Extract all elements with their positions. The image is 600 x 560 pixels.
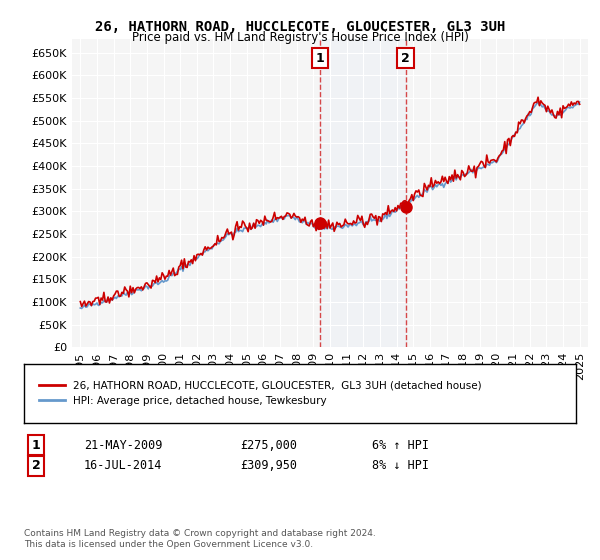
26, HATHORN ROAD, HUCCLECOTE, GLOUCESTER,  GL3 3UH (detached house) [171, 272, 178, 279]
HPI: Average price, detached house, Tewkesbury: (2.02e+03, 4.83e+05): Average price, detached house, Tewkesbur… [517, 125, 524, 132]
Text: 2: 2 [401, 52, 410, 64]
HPI: Average price, detached house, Tewkesbury: (2e+03, 9.46e+04): Average price, detached house, Tewkesbur… [92, 301, 99, 307]
26, HATHORN ROAD, HUCCLECOTE, GLOUCESTER,  GL3 3UH (detached house) [379, 211, 386, 217]
Text: Price paid vs. HM Land Registry's House Price Index (HPI): Price paid vs. HM Land Registry's House … [131, 31, 469, 44]
26, HATHORN ROAD, HUCCLECOTE, GLOUCESTER,  GL3 3UH (detached house) [77, 298, 84, 305]
26, HATHORN ROAD, HUCCLECOTE, GLOUCESTER,  GL3 3UH (detached house) [390, 208, 397, 215]
Text: 8% ↓ HPI: 8% ↓ HPI [372, 459, 429, 473]
Text: £275,000: £275,000 [240, 438, 297, 452]
Bar [320, 39, 406, 347]
HPI: Average price, detached house, Tewkesbury: (2.02e+03, 5.42e+05): Average price, detached house, Tewkesbur… [576, 99, 583, 105]
Text: 21-MAY-2009: 21-MAY-2009 [84, 438, 163, 452]
Line: HPI: Average price, detached house, Tewkesbury: HPI: Average price, detached house, Tewk… [80, 102, 580, 309]
HPI: Average price, detached house, Tewkesbury: (2.01e+03, 2.77e+05): Average price, detached house, Tewkesbur… [362, 218, 370, 225]
Text: 1: 1 [316, 52, 324, 64]
Text: Contains HM Land Registry data © Crown copyright and database right 2024.
This d: Contains HM Land Registry data © Crown c… [24, 529, 376, 549]
26, HATHORN ROAD, HUCCLECOTE, GLOUCESTER,  GL3 3UH (detached house) [362, 219, 370, 226]
Text: £309,950: £309,950 [240, 459, 297, 473]
Legend: 26, HATHORN ROAD, HUCCLECOTE, GLOUCESTER,  GL3 3UH (detached house), HPI: Averag: 26, HATHORN ROAD, HUCCLECOTE, GLOUCESTER… [35, 377, 486, 410]
Text: 2: 2 [32, 459, 40, 473]
Text: 16-JUL-2014: 16-JUL-2014 [84, 459, 163, 473]
HPI: Average price, detached house, Tewkesbury: (2.01e+03, 3e+05): Average price, detached house, Tewkesbur… [390, 208, 397, 215]
Text: 26, HATHORN ROAD, HUCCLECOTE, GLOUCESTER, GL3 3UH: 26, HATHORN ROAD, HUCCLECOTE, GLOUCESTER… [95, 20, 505, 34]
26, HATHORN ROAD, HUCCLECOTE, GLOUCESTER,  GL3 3UH (detached house) [517, 120, 524, 127]
HPI: Average price, detached house, Tewkesbury: (2.01e+03, 2.82e+05): Average price, detached house, Tewkesbur… [379, 216, 386, 223]
26, HATHORN ROAD, HUCCLECOTE, GLOUCESTER,  GL3 3UH (detached house) [78, 303, 85, 310]
HPI: Average price, detached house, Tewkesbury: (2e+03, 1.64e+05): Average price, detached house, Tewkesbur… [171, 270, 178, 277]
Text: 1: 1 [32, 438, 40, 452]
Text: 6% ↑ HPI: 6% ↑ HPI [372, 438, 429, 452]
26, HATHORN ROAD, HUCCLECOTE, GLOUCESTER,  GL3 3UH (detached house) [535, 94, 542, 101]
26, HATHORN ROAD, HUCCLECOTE, GLOUCESTER,  GL3 3UH (detached house) [576, 101, 583, 108]
26, HATHORN ROAD, HUCCLECOTE, GLOUCESTER,  GL3 3UH (detached house) [92, 295, 99, 301]
Line: 26, HATHORN ROAD, HUCCLECOTE, GLOUCESTER,  GL3 3UH (detached house): 26, HATHORN ROAD, HUCCLECOTE, GLOUCESTER… [80, 97, 580, 306]
HPI: Average price, detached house, Tewkesbury: (2e+03, 8.56e+04): Average price, detached house, Tewkesbur… [78, 305, 85, 312]
HPI: Average price, detached house, Tewkesbury: (2e+03, 8.65e+04): Average price, detached house, Tewkesbur… [77, 305, 84, 311]
